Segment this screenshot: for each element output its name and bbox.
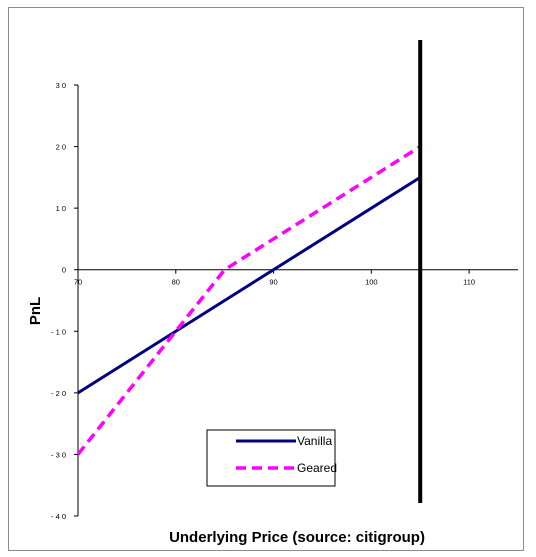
y-tick-label: - 4 0 [51,512,66,521]
x-tick-label: 100 [365,278,378,287]
x-axis-title: Underlying Price (source: citigroup) [169,529,425,546]
legend-box [206,429,336,487]
y-tick-label: 1 0 [56,204,66,213]
legend: Vanilla Geared [206,429,337,487]
y-tick-label: - 1 0 [51,327,66,336]
x-tick-label: 80 [172,278,180,287]
y-tick-label: 2 0 [56,143,66,152]
series-layer [76,145,422,456]
tick-labels: 3 0 2 0 1 0 0 - 1 0 - 2 0 - 3 0 - 4 0 70 80 90 100 1… [51,81,475,521]
y-tick-label: - 2 0 [51,389,66,398]
x-tick-label: 90 [269,278,277,287]
legend-label-geared: Geared [297,461,337,475]
x-tick-label: 110 [463,278,475,287]
y-tick-label: - 3 0 [51,450,66,459]
y-tick-label: 3 0 [56,81,66,90]
legend-label-vanilla: Vanilla [297,434,332,448]
axes [74,84,518,517]
y-axis-title: PnL [27,297,44,325]
series-line-geared [76,145,422,456]
series-line-vanilla [77,176,422,395]
x-tick-label: 70 [74,278,82,287]
y-tick-label: 0 [62,266,66,275]
